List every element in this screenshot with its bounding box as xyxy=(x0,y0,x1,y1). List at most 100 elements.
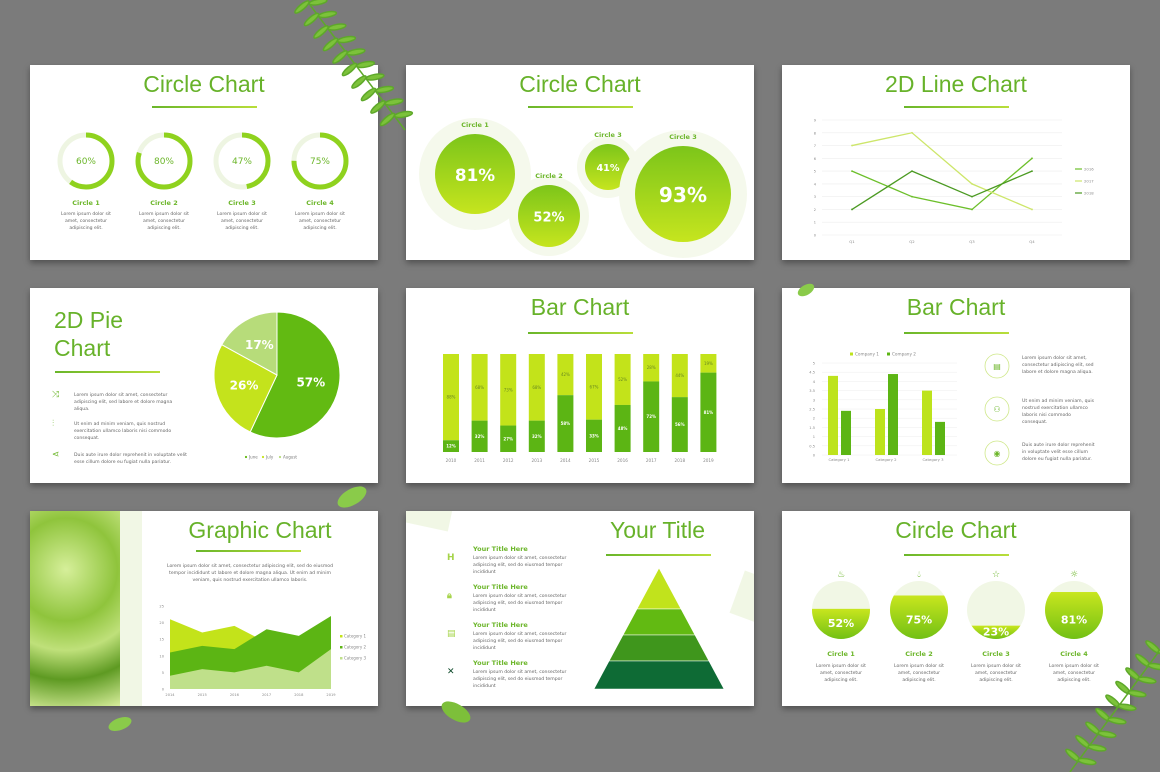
x-tick-label: Category 1 xyxy=(829,457,851,462)
bar-segment-dark[interactable] xyxy=(500,425,517,452)
circle-track xyxy=(967,581,1025,639)
document-icon: ▤ xyxy=(993,362,1001,371)
bar-segment-light[interactable] xyxy=(557,354,574,396)
fern-leaflet xyxy=(336,35,357,44)
pyramid-level-4[interactable] xyxy=(593,660,725,690)
drop-icon: 💧︎ xyxy=(917,570,921,580)
bar-segment-light[interactable] xyxy=(700,354,717,373)
y-tick-label: 20 xyxy=(159,621,164,625)
circle-label: Circle 3 xyxy=(982,650,1010,658)
x-tick-label: 2015 xyxy=(589,458,600,463)
area-category-3[interactable] xyxy=(170,649,331,689)
slide-title: Your Title xyxy=(609,517,706,543)
circle-label: Circle 2 xyxy=(150,199,178,207)
slide-circle-chart-donuts[interactable]: Circle Chart 60% 80% 47% 75% Circle 1 Lorem i… xyxy=(30,65,378,260)
slide-title: 2D Pie Chart xyxy=(54,306,123,362)
bar-segment-dark[interactable] xyxy=(528,420,545,452)
line-series-2017 xyxy=(851,132,1033,211)
circle-description: Lorem ipsum dolor sit amet, consectetur … xyxy=(217,212,267,231)
bar-data-label: 73% xyxy=(504,387,513,392)
video-camera-icon: ⚇ xyxy=(993,405,1000,414)
bar-segment-dark[interactable] xyxy=(700,372,717,452)
bar-company-1[interactable] xyxy=(828,375,838,455)
bar-segment-dark[interactable] xyxy=(586,419,602,452)
x-tick-label: 2015 xyxy=(198,693,207,697)
pie-slice-august[interactable] xyxy=(221,311,278,376)
bar-segment-light[interactable] xyxy=(443,354,459,441)
bubble xyxy=(635,146,731,242)
pie-slice-june[interactable] xyxy=(249,311,341,439)
y-tick-label: 5 xyxy=(813,362,815,366)
slide-circle-chart-fill[interactable]: Circle Chart 52% ♨ 75% 💧︎ 23% ☆ 81% ☼ Circle 1 Lo… xyxy=(782,511,1130,706)
bar-segment-dark[interactable] xyxy=(614,404,631,452)
bar-segment-light[interactable] xyxy=(586,354,602,420)
data-point xyxy=(1031,170,1033,173)
bar-company-2[interactable] xyxy=(935,421,945,455)
fern-leaflet xyxy=(1145,640,1160,654)
slide-graphic-area-chart[interactable]: Graphic Chart Lorem ipsum dolor sit amet… xyxy=(30,511,378,706)
legend-label: 2016 xyxy=(1084,167,1094,172)
bar-company-1[interactable] xyxy=(922,390,932,455)
fern-leaflet xyxy=(317,10,338,19)
bar-segment-light[interactable] xyxy=(471,354,488,421)
fern-leaflet xyxy=(308,0,328,6)
fern-leaflet xyxy=(313,25,329,39)
x-tick-label: 2018 xyxy=(294,693,304,697)
star-icon: ☆ xyxy=(992,570,1000,580)
pyramid-level-1[interactable] xyxy=(636,567,682,610)
bar-segment-dark[interactable] xyxy=(557,395,574,452)
bar-segment-light[interactable] xyxy=(643,354,660,382)
slide-grouped-bar-chart[interactable]: Bar Chart 0 0.5 1 1.5 2 2.5 3 3.5 4 4.5 5 Category … xyxy=(782,288,1130,483)
slide-circle-chart-bubbles[interactable]: Circle Chart 81% Circle 1 52% Circle 2 41% Ci… xyxy=(406,65,754,260)
x-tick-label: Q3 xyxy=(969,239,975,244)
shuffle-icon: ⤨ xyxy=(52,390,60,400)
pyramid-level-3[interactable] xyxy=(608,634,710,662)
bar-segment-light[interactable] xyxy=(528,354,545,421)
bubble xyxy=(435,134,515,214)
bar-data-label: 28% xyxy=(647,365,656,370)
donut-value: 47% xyxy=(232,157,252,167)
bar-segment-light[interactable] xyxy=(500,354,517,426)
y-tick-label: 1.5 xyxy=(809,426,815,430)
y-tick-label: 2.5 xyxy=(809,408,815,412)
bubble-label: Circle 2 xyxy=(535,172,562,180)
circle-value: 81% xyxy=(1061,614,1087,627)
donut-progress xyxy=(291,132,349,190)
x-tick-label: 2017 xyxy=(646,458,657,463)
legend-swatch xyxy=(340,646,343,649)
fire-icon: ♨ xyxy=(837,570,845,580)
bar-segment-dark[interactable] xyxy=(671,397,688,452)
title-line-2: Chart xyxy=(54,335,111,361)
bar-segment-dark[interactable] xyxy=(443,440,459,452)
camera-icon: ◉ xyxy=(994,449,1001,458)
bar-segment-light[interactable] xyxy=(671,354,688,398)
list-item-text: Duis aute irure dolor reprehenit in volu… xyxy=(74,453,187,465)
pyramid-level-2[interactable] xyxy=(622,608,696,636)
title-underline xyxy=(196,550,301,552)
donut-value: 60% xyxy=(76,157,96,167)
bar-segment-light[interactable] xyxy=(614,354,631,405)
x-tick-label: Category 2 xyxy=(876,457,898,462)
data-point xyxy=(851,170,853,173)
bar-company-1[interactable] xyxy=(875,409,885,455)
icon-circle xyxy=(984,396,1010,422)
circle-description: Lorem ipsum dolor sit amet, consectetur … xyxy=(816,664,866,683)
title-underline xyxy=(606,554,711,556)
circle-description: Lorem ipsum dolor sit amet, consectetur … xyxy=(894,664,944,683)
bar-segment-dark[interactable] xyxy=(643,381,660,452)
fern-leaflet xyxy=(327,23,347,31)
fern-leaflet xyxy=(1137,676,1157,684)
y-tick-label: 6 xyxy=(814,157,816,161)
slide-pie-chart[interactable]: 2D Pie Chart 57% 26% 17% June July August ⤨ Lor… xyxy=(30,288,378,483)
chart-canvas: 0 1 2 3 4 5 6 7 8 9 Q1 Q2 Q3 Q4 2016 2017 2018 xyxy=(814,119,1094,245)
y-tick-label: 8 xyxy=(814,131,816,135)
data-point xyxy=(971,182,973,185)
bar-data-label: 56% xyxy=(675,422,685,427)
slide-line-chart[interactable]: 2D Line Chart 0 1 2 3 4 5 6 7 8 9 Q1 Q2 Q3 Q4 2016 2017… xyxy=(782,65,1130,260)
bar-data-label: 72% xyxy=(646,414,656,419)
bar-company-2[interactable] xyxy=(841,410,851,455)
bar-segment-dark[interactable] xyxy=(471,420,488,452)
slide-stacked-bar-chart[interactable]: Bar Chart 12% 88% 2010 32% 68% 2011 27% 73% 2012… xyxy=(406,288,754,483)
bar-company-2[interactable] xyxy=(888,374,898,455)
slide-pyramid[interactable]: Your Title H Your Title Here Lorem ipsum d… xyxy=(406,511,754,706)
